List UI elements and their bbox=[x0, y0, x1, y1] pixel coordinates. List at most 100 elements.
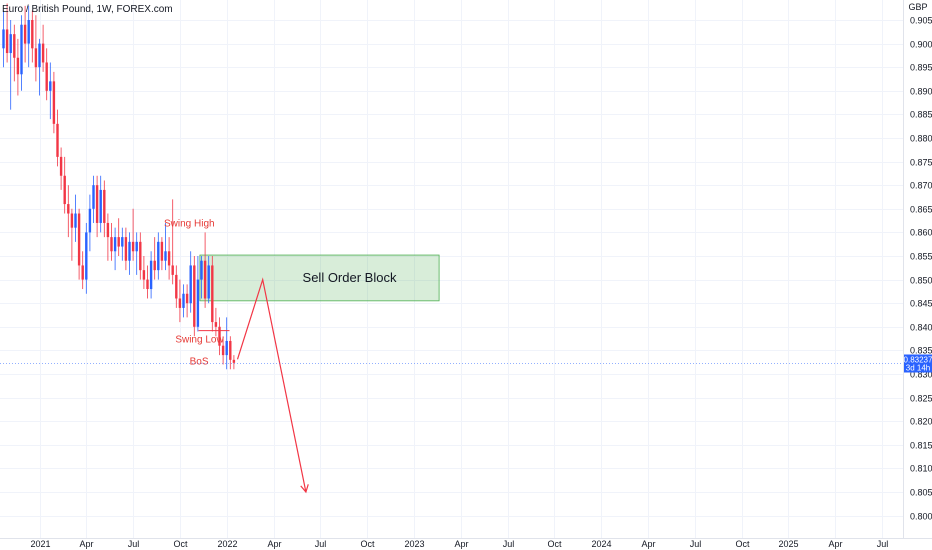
candle-body bbox=[178, 298, 182, 308]
candle-body bbox=[95, 185, 99, 223]
candle-body bbox=[5, 29, 9, 54]
candle-body bbox=[193, 265, 196, 327]
price-tick-label: 0.82500 bbox=[910, 394, 932, 404]
price-tick-label: 0.83500 bbox=[910, 346, 932, 356]
time-tick-label: 2022 bbox=[217, 539, 237, 549]
price-tick-label: 0.86000 bbox=[910, 228, 932, 238]
price-tick-label: 0.85000 bbox=[910, 276, 932, 286]
price-tick-label: 0.82000 bbox=[910, 417, 932, 427]
candle-body bbox=[85, 232, 88, 280]
candle-body bbox=[59, 156, 63, 176]
order-block-rect bbox=[199, 254, 440, 302]
candle-body bbox=[164, 251, 167, 261]
time-tick-label: Apr bbox=[641, 539, 655, 549]
annotations: Swing High Swing Low BoS bbox=[0, 218, 903, 494]
candle-body bbox=[45, 62, 48, 91]
price-tick-label: 0.89500 bbox=[910, 63, 932, 73]
candle-body bbox=[52, 81, 56, 124]
time-tick-label: Jul bbox=[690, 539, 702, 549]
price-tick-label: 0.81500 bbox=[910, 441, 932, 451]
candle-body bbox=[229, 340, 232, 360]
candle-body bbox=[13, 34, 16, 58]
candle-body bbox=[128, 241, 131, 261]
candle-body bbox=[49, 81, 52, 91]
candle-body bbox=[139, 241, 142, 271]
candle-body bbox=[142, 270, 146, 280]
candle-body bbox=[182, 293, 185, 308]
candle-body bbox=[171, 265, 174, 275]
time-tick-label: 2024 bbox=[591, 539, 611, 549]
candle-body bbox=[38, 43, 41, 68]
candle-body bbox=[56, 123, 59, 157]
candle-body bbox=[196, 279, 200, 327]
candle-body bbox=[157, 241, 160, 271]
price-tick-label: 0.85500 bbox=[910, 252, 932, 262]
candle-body bbox=[27, 20, 30, 44]
time-axis[interactable]: 2021 Apr Jul Oct 2022 Apr Jul Oct 2023 Apr Jul Oct 2… bbox=[30, 539, 888, 549]
price-tick-label: 0.84000 bbox=[910, 323, 932, 333]
time-tick-label: Apr bbox=[267, 539, 281, 549]
candle-body bbox=[225, 340, 228, 356]
time-tick-label: 2023 bbox=[404, 539, 424, 549]
candle-body bbox=[113, 237, 117, 252]
time-tick-label: Oct bbox=[173, 539, 188, 549]
candle-body bbox=[121, 237, 124, 247]
sell-order-block-zone[interactable]: Sell Order Block bbox=[199, 254, 440, 302]
candle-body bbox=[34, 48, 38, 68]
candle-body bbox=[41, 43, 45, 63]
candle-body bbox=[185, 293, 189, 304]
candle-body bbox=[70, 213, 74, 228]
candle-body bbox=[117, 237, 120, 247]
candle-body bbox=[9, 34, 12, 54]
candle-body bbox=[189, 265, 192, 304]
price-tick-label: 0.80000 bbox=[910, 512, 932, 522]
candle-body bbox=[20, 24, 23, 75]
candle-body bbox=[153, 260, 156, 271]
candle-body bbox=[99, 189, 102, 223]
candle-body bbox=[16, 57, 20, 75]
candle-body bbox=[92, 185, 95, 209]
projection-arrowhead bbox=[300, 484, 309, 494]
candle-body bbox=[23, 24, 27, 44]
candle-body bbox=[167, 251, 171, 266]
price-tick-label: 0.87000 bbox=[910, 181, 932, 191]
candle-body bbox=[124, 237, 128, 261]
candle-body bbox=[103, 189, 106, 223]
candle-body bbox=[211, 265, 214, 323]
candle-body bbox=[106, 222, 110, 238]
price-tick-label: 0.90500 bbox=[910, 16, 932, 26]
price-tick-label: 0.83000 bbox=[910, 370, 932, 380]
candle-body bbox=[218, 326, 221, 346]
price-tick-label: 0.88500 bbox=[910, 110, 932, 120]
candle-body bbox=[63, 175, 66, 205]
time-tick-label: Oct bbox=[735, 539, 750, 549]
bar-countdown: 3d 14h bbox=[906, 364, 930, 373]
candle-body bbox=[31, 20, 34, 49]
time-tick-label: Jul bbox=[315, 539, 327, 549]
last-price-badge bbox=[904, 354, 932, 373]
candle-body bbox=[232, 359, 236, 363]
grid bbox=[0, 0, 903, 538]
order-block-label: Sell Order Block bbox=[303, 270, 397, 285]
price-tick-label: 0.81000 bbox=[910, 464, 932, 474]
price-tick-label: 0.88000 bbox=[910, 134, 932, 144]
time-tick-label: 2021 bbox=[30, 539, 50, 549]
candle-body bbox=[74, 213, 77, 228]
price-tick-label: 0.86500 bbox=[910, 205, 932, 215]
price-axis[interactable]: 0.90500 0.90000 0.89500 0.89000 0.88500 0.880… bbox=[904, 16, 932, 522]
time-tick-label: Oct bbox=[360, 539, 375, 549]
candle-body bbox=[200, 260, 203, 280]
candle-body bbox=[2, 29, 5, 49]
candle-body bbox=[110, 237, 113, 252]
swing-high-label: Swing High bbox=[164, 218, 215, 229]
candle-body bbox=[203, 260, 207, 299]
price-tick-label: 0.84500 bbox=[910, 299, 932, 309]
time-tick-label: Oct bbox=[547, 539, 562, 549]
time-tick-label: Jul bbox=[877, 539, 889, 549]
candle-body bbox=[81, 265, 84, 280]
time-tick-label: Apr bbox=[79, 539, 93, 549]
candle-body bbox=[160, 241, 164, 261]
candle-body bbox=[221, 345, 225, 356]
